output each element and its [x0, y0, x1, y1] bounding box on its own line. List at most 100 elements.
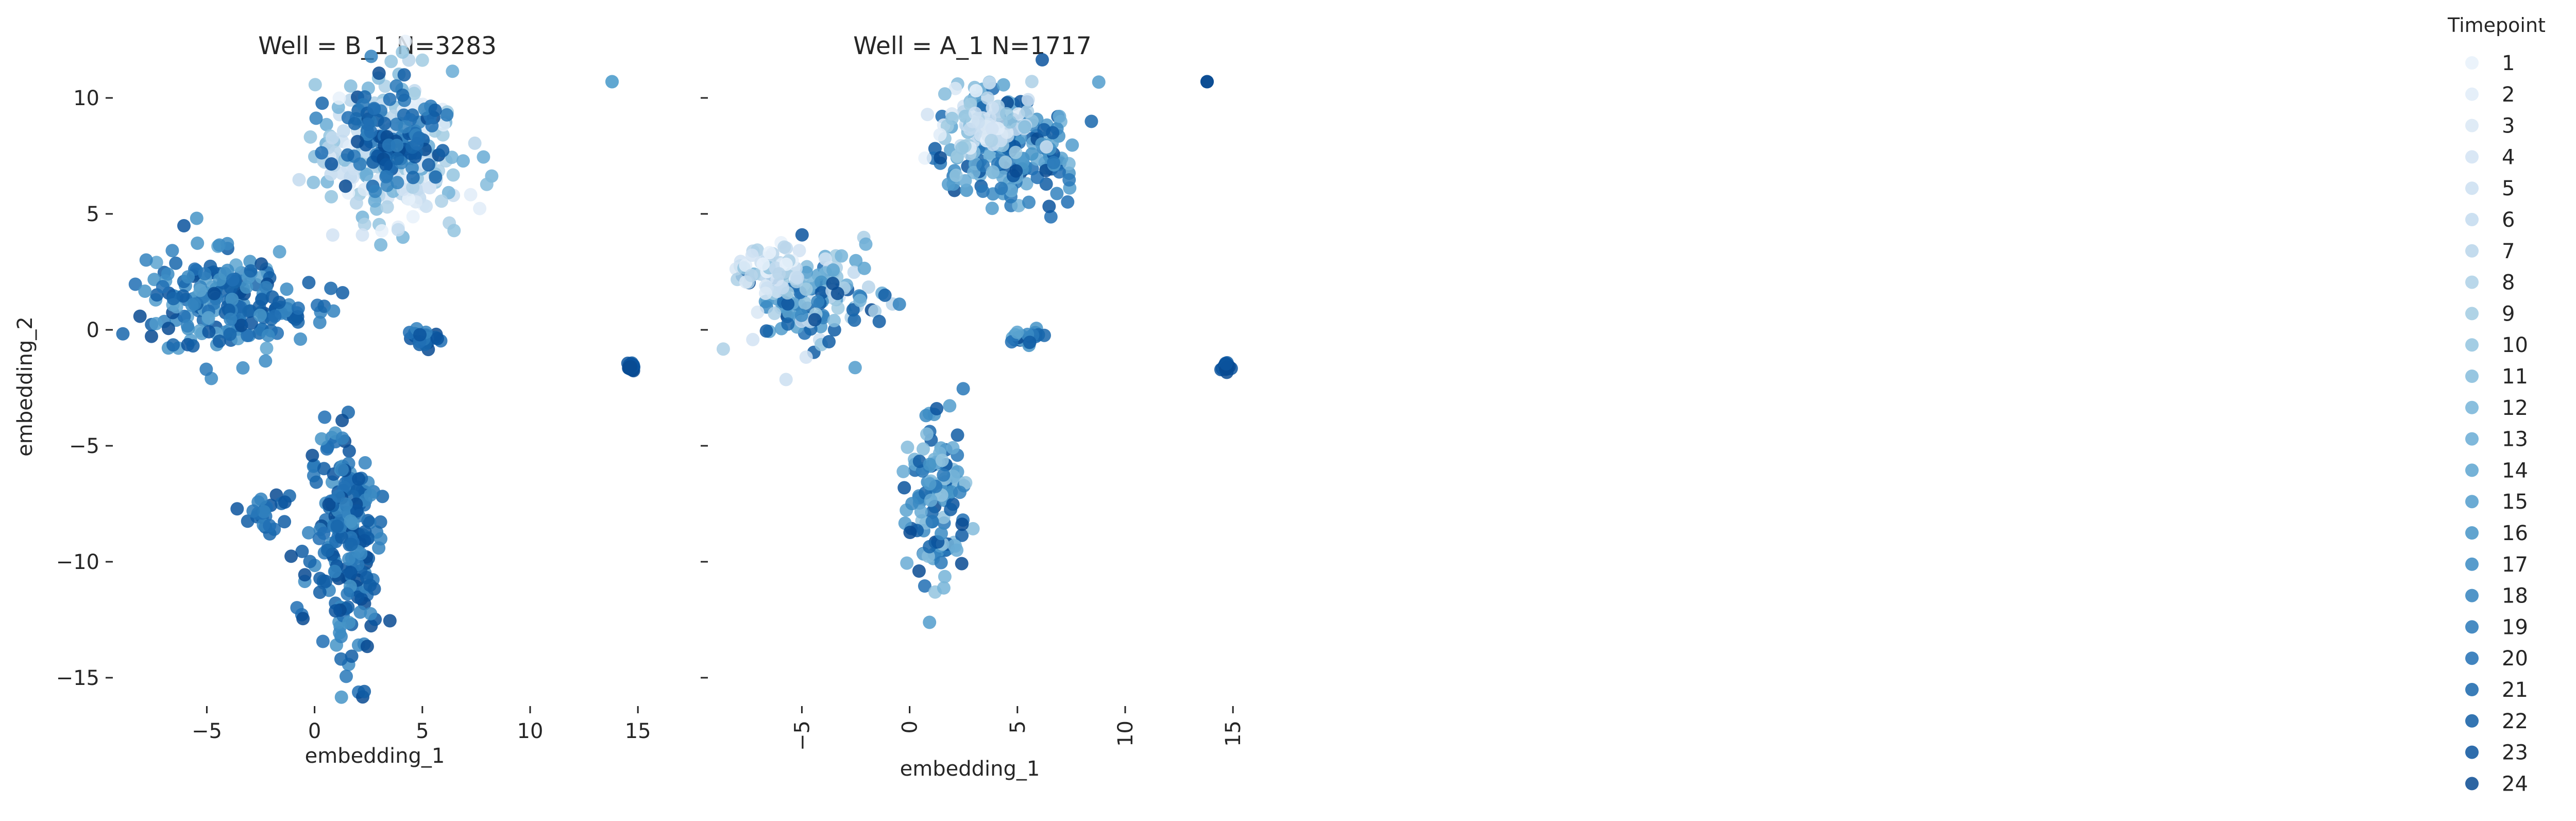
- legend-marker: [2465, 683, 2479, 696]
- data-point: [955, 517, 969, 531]
- data-point: [808, 313, 822, 327]
- data-point: [396, 88, 410, 102]
- data-point: [981, 91, 994, 105]
- data-point: [903, 526, 917, 539]
- data-point: [190, 211, 204, 225]
- legend-label: 13: [2502, 428, 2528, 451]
- legend-marker: [2465, 370, 2479, 383]
- data-point: [1062, 173, 1076, 187]
- data-point: [982, 76, 996, 90]
- data-point: [415, 53, 429, 67]
- data-point: [955, 557, 969, 571]
- data-point: [955, 528, 969, 542]
- data-point: [1012, 199, 1026, 212]
- data-point: [383, 614, 397, 628]
- panel-well-a1: Well = A_1 N=1717 −5 0 5 10 15 embedding_1: [701, 32, 1245, 781]
- data-point: [348, 116, 362, 130]
- data-point: [1009, 145, 1023, 159]
- data-point: [447, 224, 461, 238]
- data-point: [406, 171, 420, 185]
- data-point: [335, 431, 349, 445]
- data-point: [212, 238, 226, 252]
- x-tick-label: −5: [192, 719, 222, 743]
- data-point: [255, 293, 268, 307]
- data-point: [994, 181, 1008, 195]
- data-point: [278, 495, 292, 509]
- legend-label: 2: [2502, 83, 2515, 107]
- data-point: [294, 332, 308, 346]
- data-point: [322, 497, 336, 511]
- data-point: [364, 488, 378, 502]
- data-point: [406, 210, 420, 224]
- data-point: [943, 399, 957, 413]
- data-point: [407, 87, 421, 100]
- data-point: [368, 194, 382, 208]
- data-point: [456, 154, 470, 168]
- data-point: [257, 505, 271, 518]
- data-point: [716, 342, 730, 356]
- data-point: [327, 304, 341, 318]
- data-point: [624, 360, 638, 374]
- data-point: [792, 244, 806, 258]
- data-point: [605, 75, 619, 89]
- data-point: [892, 297, 906, 311]
- data-point: [244, 316, 258, 330]
- legend-label: 12: [2502, 396, 2528, 420]
- data-point: [397, 68, 411, 82]
- data-point: [302, 276, 316, 290]
- data-point: [1046, 126, 1060, 140]
- data-point: [309, 111, 323, 125]
- data-point: [341, 148, 354, 162]
- data-point: [1040, 140, 1054, 154]
- data-point: [315, 96, 329, 110]
- data-point: [846, 303, 860, 317]
- data-point: [349, 196, 363, 210]
- data-point: [1047, 156, 1060, 170]
- data-point: [777, 240, 791, 254]
- data-point: [985, 133, 998, 147]
- data-point: [240, 280, 253, 294]
- y-tick-label: 10: [73, 87, 99, 110]
- data-point: [759, 324, 773, 338]
- data-point: [273, 245, 286, 259]
- data-point: [224, 312, 238, 326]
- data-point: [191, 236, 205, 250]
- data-point: [849, 254, 863, 267]
- legend-label: 17: [2502, 553, 2528, 577]
- data-point: [826, 277, 840, 290]
- data-point: [759, 287, 772, 300]
- data-point: [241, 514, 255, 528]
- data-point: [326, 228, 340, 242]
- data-point: [781, 317, 795, 331]
- data-point: [338, 179, 352, 193]
- data-point: [848, 361, 862, 375]
- data-point: [332, 91, 346, 105]
- data-point: [355, 228, 369, 242]
- data-point: [181, 270, 195, 284]
- data-point: [325, 157, 338, 171]
- data-point: [166, 338, 180, 352]
- data-point: [966, 522, 980, 535]
- data-point: [334, 652, 348, 666]
- x-tick-label: 5: [416, 719, 429, 743]
- data-point: [303, 555, 317, 568]
- data-point: [284, 549, 298, 563]
- data-point: [342, 552, 355, 566]
- data-point: [156, 280, 170, 294]
- data-point: [368, 185, 382, 198]
- data-point: [429, 170, 443, 184]
- data-point: [326, 131, 339, 145]
- data-point: [334, 690, 348, 704]
- data-point: [798, 296, 812, 310]
- data-point: [223, 327, 237, 341]
- data-point: [946, 441, 960, 455]
- data-point: [230, 502, 244, 516]
- data-point: [976, 185, 990, 198]
- data-point: [335, 463, 349, 477]
- legend-label: 9: [2502, 302, 2515, 326]
- data-point: [406, 180, 420, 194]
- data-point: [1042, 199, 1056, 213]
- legend-label: 3: [2502, 114, 2515, 138]
- data-point: [799, 350, 813, 364]
